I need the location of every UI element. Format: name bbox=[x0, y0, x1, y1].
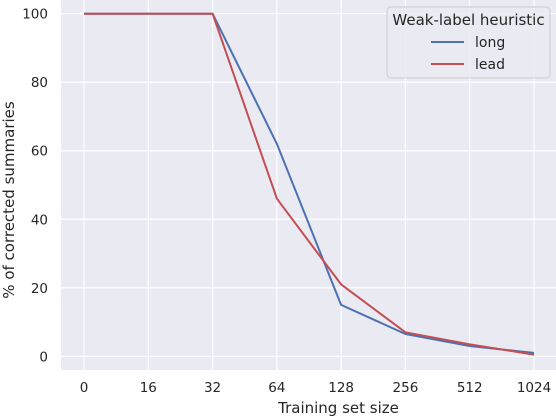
legend-items: long lead bbox=[431, 35, 505, 73]
y-tick-label: 100 bbox=[22, 7, 48, 23]
y-axis-label: % of corrected summaries bbox=[0, 101, 18, 299]
x-tick-label: 64 bbox=[268, 380, 285, 396]
series-line-lead bbox=[84, 12, 535, 356]
legend-label-long: long bbox=[475, 35, 505, 51]
x-tick-label: 32 bbox=[204, 380, 221, 396]
legend-label-lead: lead bbox=[475, 57, 505, 73]
x-tick-label: 128 bbox=[328, 380, 354, 396]
legend-box bbox=[386, 6, 551, 79]
x-tick-label: 16 bbox=[140, 380, 157, 396]
y-tick-label: 0 bbox=[39, 349, 48, 365]
x-tick-label: 512 bbox=[457, 380, 483, 396]
y-tick-label: 40 bbox=[31, 212, 48, 228]
legend-title: Weak-label heuristic bbox=[392, 11, 544, 29]
x-tick-label: 1024 bbox=[517, 380, 551, 396]
x-axis-label: Training set size bbox=[277, 399, 399, 416]
x-tick-label: 0 bbox=[80, 380, 89, 396]
x-tick-labels: 0 16 32 64 128 256 512 1024 bbox=[80, 380, 551, 396]
legend: Weak-label heuristic long lead bbox=[386, 6, 551, 79]
y-tick-labels: 0 20 40 60 80 100 bbox=[22, 7, 48, 366]
y-tick-label: 20 bbox=[31, 281, 48, 297]
y-tick-label: 80 bbox=[31, 75, 48, 91]
y-tick-label: 60 bbox=[31, 144, 48, 160]
series-layer bbox=[84, 12, 535, 356]
x-tick-label: 256 bbox=[393, 380, 419, 396]
